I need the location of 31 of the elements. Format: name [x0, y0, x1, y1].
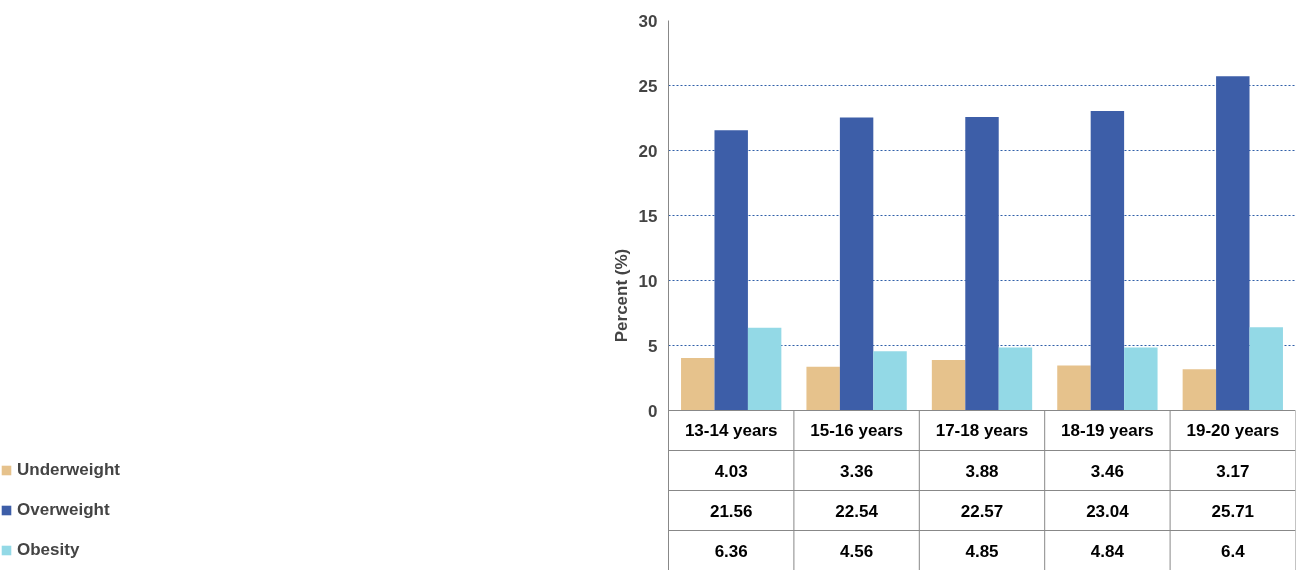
- data-label: 4.56: [840, 541, 874, 561]
- x-tick-label: 19-20 years: [1186, 421, 1280, 440]
- legend-label: Obesity: [17, 539, 80, 561]
- y-tick-label: 0: [648, 401, 658, 421]
- data-label: 3.46: [1090, 461, 1124, 481]
- legend-label: Underweight: [17, 459, 120, 481]
- x-tick-label: 15-16 years: [810, 421, 903, 440]
- data-label: 4.84: [1090, 541, 1125, 561]
- data-label: 6.4: [1220, 541, 1246, 561]
- data-label: 4.85: [965, 541, 999, 561]
- legend-label: Overweight: [17, 499, 110, 521]
- data-label: 3.88: [965, 461, 999, 481]
- y-tick-label: 25: [638, 76, 658, 96]
- x-tick-label: 13-14 years: [684, 421, 778, 440]
- y-tick-label: 15: [638, 206, 658, 226]
- y-tick-label: 20: [638, 141, 658, 161]
- y-tick-label: 5: [648, 336, 658, 356]
- y-tick-label: 30: [638, 11, 658, 31]
- data-label: 3.17: [1216, 461, 1250, 481]
- y-tick-label: 10: [638, 271, 658, 291]
- x-tick-label: 18-19 years: [1061, 421, 1154, 440]
- data-label: 3.36: [840, 461, 874, 481]
- x-tick-label: 17-18 years: [935, 421, 1029, 440]
- data-label: 22.57: [960, 501, 1004, 521]
- data-label: 25.71: [1211, 501, 1255, 521]
- data-label: 6.36: [714, 541, 748, 561]
- data-label: 4.03: [714, 461, 748, 481]
- data-label: 21.56: [709, 501, 753, 521]
- y-axis-title: Percent (%): [611, 248, 631, 343]
- data-label: 22.54: [835, 501, 879, 521]
- data-label: 23.04: [1086, 501, 1130, 521]
